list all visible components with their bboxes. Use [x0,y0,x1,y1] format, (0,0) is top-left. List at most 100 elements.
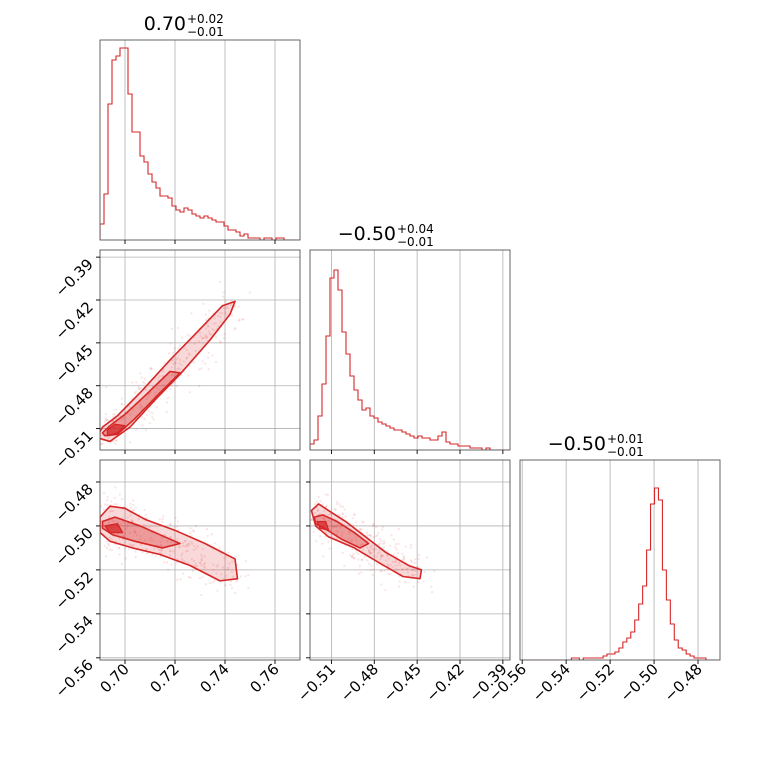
scatter-point [394,546,397,549]
scatter-point [360,558,363,562]
scatter-point [212,322,215,325]
histogram-title: 0.70 [144,13,186,35]
scatter-point [376,534,379,537]
scatter-point [378,542,381,545]
scatter-point [161,374,164,378]
scatter-point [190,540,193,544]
scatter-point [131,499,135,502]
scatter-point [412,585,415,588]
scatter-point [379,558,382,561]
scatter-point [352,552,355,556]
scatter-point [117,546,120,550]
scatter-point [170,384,173,387]
scatter-point [201,576,204,579]
scatter-point [227,566,230,569]
scatter-point [403,558,406,561]
scatter-point [358,564,361,568]
scatter-point [321,517,325,520]
scatter-point [197,340,201,343]
scatter-point [190,312,193,315]
scatter-point [203,565,206,568]
scatter-point [116,521,120,524]
scatter-point [351,517,354,520]
scatter-point [204,327,208,330]
scatter-point [188,391,191,394]
scatter-point [147,410,150,413]
scatter-point [105,386,108,389]
scatter-point [187,561,190,565]
scatter-point [166,396,170,400]
scatter-point [211,328,214,331]
scatter-point [203,336,206,339]
scatter-point [376,552,380,555]
scatter-point [137,517,141,521]
scatter-point [183,540,187,543]
scatter-point [170,563,173,566]
scatter-point [336,500,339,503]
scatter-point [97,415,99,417]
scatter-point [183,560,187,563]
scatter-point [129,413,132,416]
scatter-point [191,529,195,532]
correlation-panel-1-2: −0.51−0.48−0.45−0.42−0.39 [294,459,511,705]
scatter-point [375,555,378,558]
contour-core [104,523,124,534]
scatter-point [165,401,169,404]
scatter-point [113,413,117,417]
scatter-point [114,408,117,411]
scatter-point [137,387,140,390]
scatter-point [170,359,173,362]
scatter-point [313,502,317,506]
scatter-point [127,522,130,525]
scatter-point [202,302,205,305]
scatter-point [123,532,126,535]
scatter-point [395,548,398,551]
scatter-point [410,569,414,572]
scatter-point [177,347,180,350]
scatter-point [97,416,99,418]
scatter-point [387,572,390,575]
scatter-point [198,577,202,580]
scatter-point [371,568,374,571]
scatter-point [393,560,396,564]
scatter-point [367,550,371,554]
scatter-point [187,544,191,547]
scatter-point [133,392,136,395]
scatter-point [183,371,186,374]
scatter-point [98,429,100,431]
scatter-point [312,530,315,533]
y-tick-label: −0.48 [52,480,97,525]
scatter-point [344,515,347,518]
y-tick-label: −0.51 [52,427,97,472]
histogram-panel-2: −0.56−0.54−0.52−0.50−0.48 [485,459,721,705]
scatter-point [187,374,190,377]
scatter-point [399,564,402,567]
scatter-point [394,564,397,567]
scatter-point [92,513,94,515]
scatter-point [115,439,119,442]
title-minus-error: −0.01 [397,235,434,249]
scatter-point [337,530,340,533]
scatter-point [126,516,129,519]
scatter-point [160,545,164,548]
scatter-point [322,555,325,558]
scatter-point [211,354,214,357]
scatter-point [185,543,188,547]
scatter-point [372,536,375,539]
scatter-point [204,583,207,586]
scatter-point [316,509,319,512]
scatter-point [324,493,327,496]
scatter-point [151,411,154,414]
scatter-point [115,502,118,506]
scatter-point [175,358,178,361]
scatter-point [377,531,380,534]
scatter-point [140,405,143,408]
scatter-point [113,503,116,506]
scatter-point [234,327,237,330]
contour-core [106,423,126,437]
scatter-point [171,327,174,331]
scatter-point [190,558,194,561]
scatter-point [370,551,374,554]
scatter-point [132,543,135,546]
scatter-point [181,559,184,562]
